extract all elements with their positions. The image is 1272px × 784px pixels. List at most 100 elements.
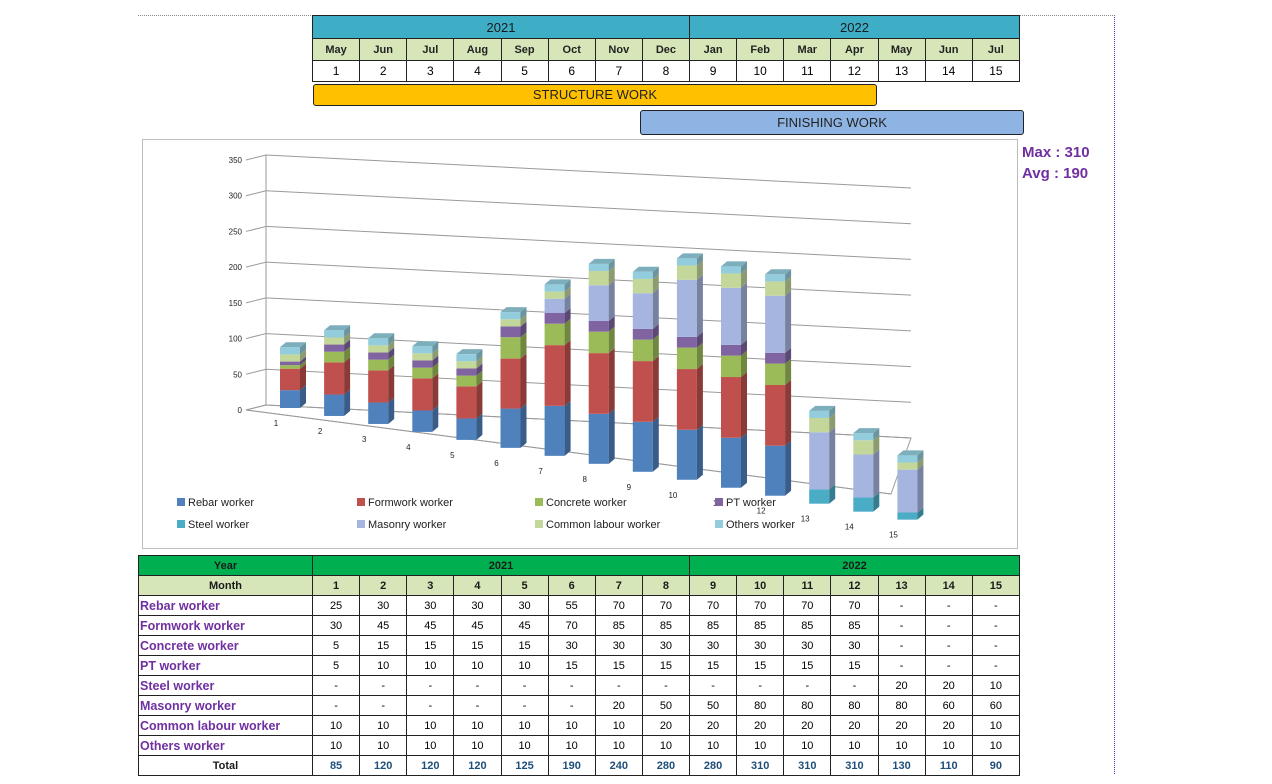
table-cell: 10 [877, 735, 926, 756]
gridline [265, 333, 912, 368]
table-cell: - [311, 675, 361, 696]
total-row: Total 85 120 120 120 125 190 240 280 280 310 310 310… [138, 755, 1021, 776]
row-label: Formwork worker [138, 615, 313, 636]
timeline-month: Aug [453, 38, 502, 61]
legend-label: Steel worker [188, 519, 249, 531]
table-cell: 10 [311, 735, 361, 756]
bar-side [873, 449, 880, 498]
bar-segment [544, 345, 565, 406]
gridline-left [245, 333, 267, 340]
bar-side [696, 253, 703, 266]
bar-side [696, 424, 703, 480]
table-cell: 10 [736, 735, 785, 756]
bar-side [785, 440, 792, 496]
bar-segment [500, 312, 521, 320]
bar-side [608, 315, 615, 332]
total-cell: 310 [736, 755, 785, 776]
bar-side [873, 435, 880, 455]
table-cell: 80 [783, 695, 832, 716]
table-row: Masonry worker - - - - - -20 50 50 80 80 80 80 60 60 [138, 695, 1021, 716]
bar-segment [721, 344, 741, 356]
bar-side [388, 340, 395, 353]
table-row: Formwork worker 30 45 45 45 45 70 85 85 85 85 85 85-… [138, 615, 1021, 636]
legend-label: Formwork worker [368, 497, 453, 509]
bar-segment [632, 293, 653, 329]
bar-segment [588, 353, 609, 414]
timeline-number: 5 [500, 60, 549, 82]
table-month: 9 [688, 575, 738, 596]
bar-segment [280, 365, 300, 369]
bar-side [829, 412, 836, 433]
timeline-year: 2022 [689, 15, 1020, 39]
timeline-month: May [311, 38, 361, 61]
timeline-month: Nov [594, 38, 643, 61]
table-cell: 50 [688, 695, 738, 716]
table-cell: 30 [359, 595, 408, 616]
table-cell: 25 [311, 595, 361, 616]
total-label: Total [138, 755, 313, 776]
table-cell: - [924, 655, 973, 676]
table-cell: 70 [736, 595, 785, 616]
legend-label: Masonry worker [368, 519, 447, 531]
table-cell: 15 [547, 655, 596, 676]
timeline-month: Feb [736, 38, 785, 61]
timeline-number: 3 [406, 60, 455, 82]
table-cell: - [736, 675, 785, 696]
timeline-month: Jun [359, 38, 408, 61]
x-tick-label: 14 [845, 523, 854, 532]
bar-side [476, 363, 483, 376]
x-tick-label: 6 [494, 459, 499, 468]
bar-segment [588, 263, 609, 271]
bar-segment [368, 402, 389, 424]
table-cell: 30 [311, 615, 361, 636]
bar-side [741, 339, 747, 356]
table-cell: 10 [783, 735, 832, 756]
timeline-month: Jun [924, 38, 973, 61]
table-cell: - [877, 655, 926, 676]
table-cell: 20 [830, 715, 879, 736]
total-cell: 90 [971, 755, 1021, 776]
bar-segment [544, 312, 565, 324]
bar-side [432, 341, 439, 354]
table-cell: 85 [688, 615, 738, 636]
legend-swatch [177, 498, 185, 506]
total-cell: 110 [924, 755, 973, 776]
bar-side [785, 290, 792, 353]
table-cell: - [594, 675, 643, 696]
table-cell: 85 [736, 615, 785, 636]
y-tick-label: 150 [229, 299, 243, 308]
bar-segment [280, 368, 300, 391]
table-cell: 20 [783, 715, 832, 736]
bar-segment [412, 367, 433, 379]
bar-side [564, 279, 571, 292]
x-tick-label: 12 [757, 507, 766, 516]
legend-label: Rebar worker [188, 497, 254, 509]
x-tick-label: 3 [362, 435, 367, 444]
gridline-left [245, 225, 267, 232]
table-cell: 10 [359, 715, 408, 736]
bar-segment [500, 337, 521, 359]
table-cell: 70 [688, 595, 738, 616]
max-value: Max : 310 [1022, 144, 1090, 161]
timeline-number: 8 [641, 60, 691, 82]
row-label: Others worker [138, 735, 313, 756]
table-cell: 45 [453, 615, 502, 636]
bar-side [917, 507, 924, 520]
table-month: 1 [311, 575, 361, 596]
table-cell: 80 [877, 695, 926, 716]
table-cell: - [877, 615, 926, 636]
legend-swatch [715, 498, 723, 506]
bar-side [344, 346, 351, 363]
legend-label: PT worker [726, 497, 776, 509]
y-tick-label: 350 [229, 156, 243, 165]
bar-top [588, 258, 615, 264]
bar-segment [500, 319, 521, 327]
bar-side [476, 356, 483, 369]
bar-side [608, 348, 615, 414]
bar-side [917, 464, 924, 513]
bar-segment [632, 339, 653, 362]
y-tick-label: 50 [233, 370, 242, 379]
x-tick-label: 5 [450, 451, 455, 460]
table-cell: - [547, 695, 596, 716]
gridline-left [245, 190, 267, 197]
